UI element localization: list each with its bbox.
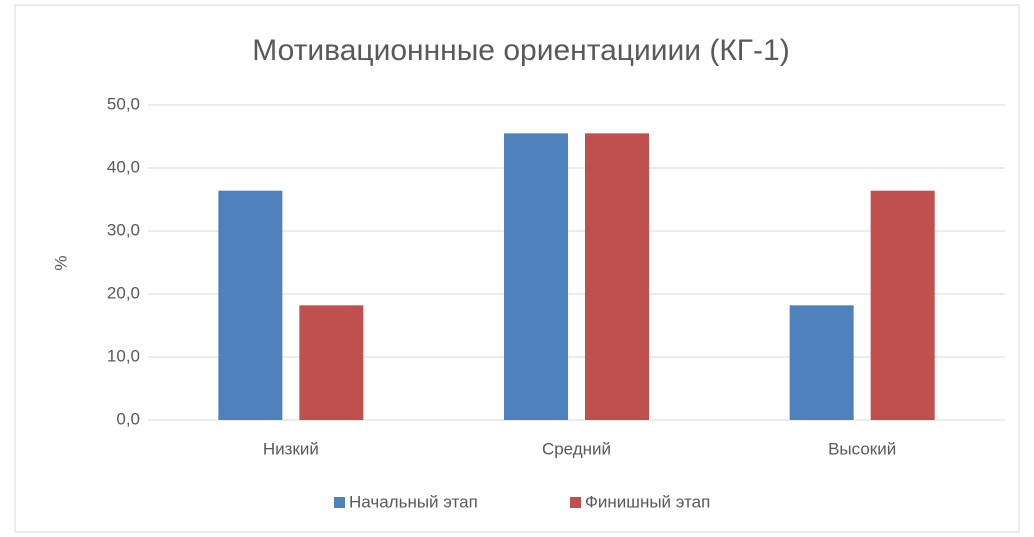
x-tick-label: Высокий <box>828 439 896 458</box>
legend-label: Начальный этап <box>349 492 478 511</box>
legend-label: Финишный этап <box>585 492 710 511</box>
legend-swatch <box>570 497 581 508</box>
y-tick-label: 30,0 <box>107 220 140 239</box>
y-tick-label: 0,0 <box>116 409 140 428</box>
bar <box>299 305 364 420</box>
bar <box>218 190 283 420</box>
y-tick-label: 50,0 <box>107 94 140 113</box>
legend-swatch <box>334 497 345 508</box>
chart-title: Мотивационнные ориентацииии (КГ-1) <box>252 34 789 67</box>
y-axis-label: % <box>51 255 70 270</box>
x-tick-label: Средний <box>542 439 611 458</box>
bar <box>870 190 935 420</box>
bar <box>585 133 649 420</box>
y-tick-label: 20,0 <box>107 283 140 302</box>
bar <box>789 305 854 420</box>
x-tick-label: Низкий <box>263 439 319 458</box>
bar <box>504 133 568 420</box>
y-tick-label: 40,0 <box>107 157 140 176</box>
y-tick-label: 10,0 <box>107 346 140 365</box>
